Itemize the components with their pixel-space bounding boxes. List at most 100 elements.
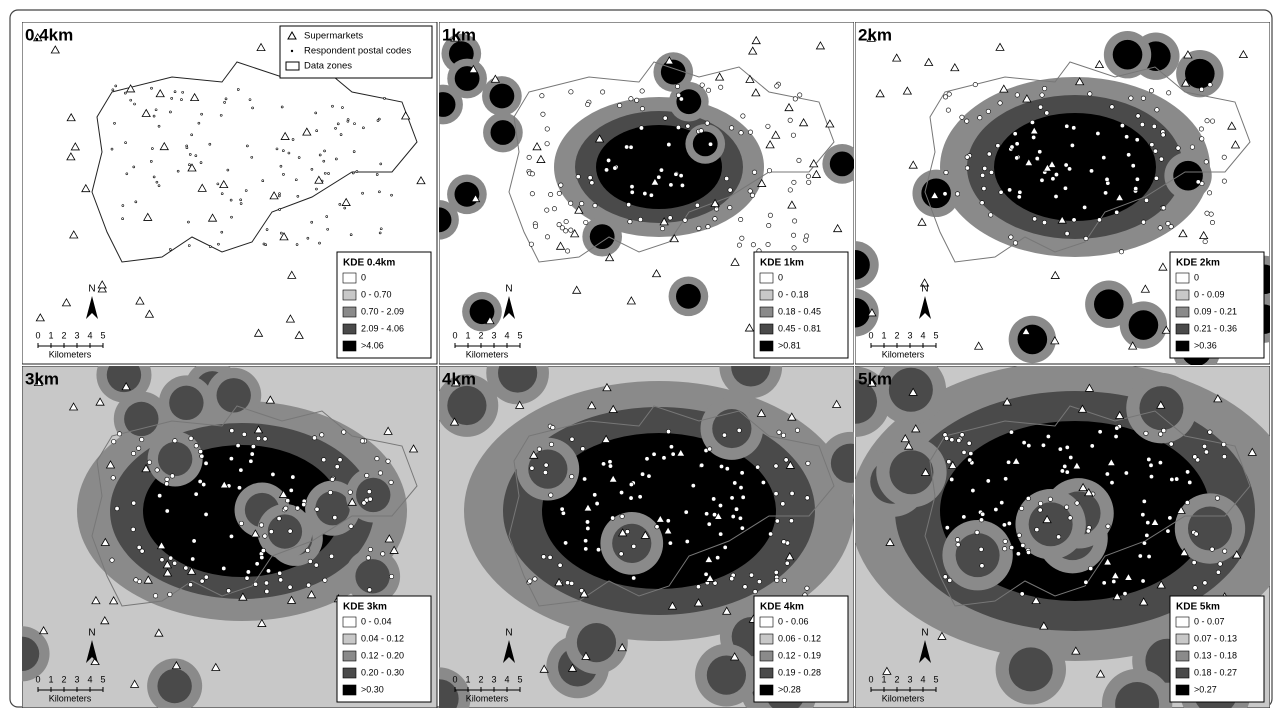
respondent-point xyxy=(266,568,272,574)
respondent-point xyxy=(1047,496,1053,502)
respondent-point xyxy=(250,444,256,450)
density-zone xyxy=(528,449,568,489)
supermarket-marker xyxy=(771,130,781,139)
respondent-point xyxy=(375,173,379,176)
supermarket-marker xyxy=(257,618,267,627)
respondent-point xyxy=(959,114,965,120)
respondent-point xyxy=(383,97,386,100)
supermarket-marker xyxy=(1078,482,1088,492)
respondent-point xyxy=(569,580,575,586)
respondent-point xyxy=(228,533,234,539)
supermarket-marker xyxy=(314,175,324,184)
key-label: Supermarkets xyxy=(304,31,363,42)
scale-tick-label: 4 xyxy=(87,674,92,684)
supermarket-marker xyxy=(159,141,169,151)
legend-title: KDE 5km xyxy=(1176,602,1220,613)
respondent-point xyxy=(980,172,986,178)
respondent-point xyxy=(979,563,985,569)
respondent-point xyxy=(600,89,606,95)
respondent-point xyxy=(346,119,350,123)
supermarket-marker xyxy=(1029,126,1039,135)
respondent-point xyxy=(296,194,300,198)
legend-label: 0.12 - 0.20 xyxy=(361,650,404,660)
scale-tick-label: 5 xyxy=(517,674,522,684)
respondent-point xyxy=(285,498,291,504)
supermarket-marker xyxy=(66,152,76,161)
legend-swatch xyxy=(759,667,774,679)
respondent-point xyxy=(134,200,138,204)
supermarket-marker xyxy=(1114,192,1125,202)
respondent-point xyxy=(955,191,961,197)
respondent-point xyxy=(1029,119,1035,125)
respondent-point xyxy=(804,495,810,501)
respondent-point xyxy=(985,478,991,484)
scale-unit: Kilometers xyxy=(882,349,925,359)
supermarket-marker xyxy=(714,72,725,81)
respondent-point xyxy=(310,220,314,224)
supermarket-marker xyxy=(400,111,411,120)
respondent-point xyxy=(170,97,173,100)
panel-title: 4km xyxy=(442,369,476,388)
respondent-point xyxy=(1008,429,1014,435)
respondent-point xyxy=(1109,480,1115,486)
respondent-point xyxy=(585,519,591,525)
scale-tick-label: 0 xyxy=(452,674,457,684)
panel-title: 5km xyxy=(858,369,892,388)
legend-label: 0 - 0.06 xyxy=(778,616,809,626)
scale-tick-label: 5 xyxy=(100,674,105,684)
supermarket-marker xyxy=(1156,580,1166,589)
respondent-point xyxy=(1071,125,1077,131)
respondent-point xyxy=(318,153,322,157)
respondent-point xyxy=(367,587,373,593)
respondent-point xyxy=(981,186,987,192)
scale-tick-label: 5 xyxy=(100,330,105,340)
respondent-point xyxy=(1140,95,1146,101)
respondent-point xyxy=(695,584,701,590)
supermarket-marker xyxy=(449,417,460,426)
panel-title: 3km xyxy=(25,369,59,388)
density-zone xyxy=(447,385,487,426)
legend-swatch xyxy=(1175,667,1190,679)
respondent-point xyxy=(262,242,266,246)
density-zone xyxy=(490,120,516,145)
respondent-point xyxy=(1007,187,1013,193)
supermarket-marker xyxy=(69,230,79,239)
respondent-point xyxy=(110,475,116,481)
respondent-point xyxy=(1053,172,1059,178)
supermarket-marker xyxy=(1161,325,1171,334)
respondent-point xyxy=(1002,538,1008,544)
legend-label: 0.13 - 0.18 xyxy=(1194,650,1237,660)
supermarket-marker xyxy=(587,400,597,410)
supermarket-marker xyxy=(1039,621,1049,630)
respondent-point xyxy=(1042,86,1048,92)
data-zones-boundary xyxy=(91,61,418,263)
density-zone xyxy=(22,636,40,671)
supermarket-marker xyxy=(875,89,885,98)
respondent-point xyxy=(651,451,657,457)
respondent-point xyxy=(270,471,276,477)
respondent-point xyxy=(558,182,564,188)
respondent-point xyxy=(1096,217,1102,223)
respondent-point xyxy=(221,565,227,571)
supermarket-marker xyxy=(784,102,794,112)
respondent-point xyxy=(348,523,354,529)
respondent-point xyxy=(1103,190,1109,196)
respondent-point xyxy=(157,124,161,128)
respondent-point xyxy=(331,104,334,108)
respondent-point xyxy=(601,461,607,467)
supermarket-marker xyxy=(713,511,724,520)
respondent-point xyxy=(1088,565,1094,571)
respondent-point xyxy=(180,98,183,101)
respondent-point xyxy=(199,578,205,584)
respondent-point xyxy=(708,141,714,147)
respondent-point xyxy=(1045,433,1051,439)
respondent-point xyxy=(589,180,595,186)
respondent-point xyxy=(618,551,624,557)
supermarket-marker xyxy=(787,200,797,209)
legend-label: 0.06 - 0.12 xyxy=(778,633,821,643)
respondent-point xyxy=(168,555,174,561)
respondent-point xyxy=(1209,546,1215,552)
respondent-point xyxy=(248,458,254,464)
legend-label: 0.04 - 0.12 xyxy=(361,633,404,643)
respondent-point xyxy=(592,492,598,498)
